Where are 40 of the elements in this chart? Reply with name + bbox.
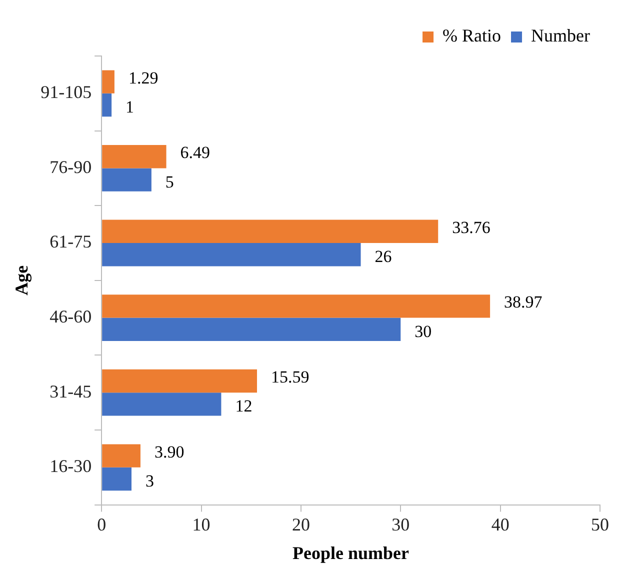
data-label: 15.59 — [270, 367, 310, 386]
y-tick-label: 61-75 — [50, 232, 92, 252]
data-label: 6.49 — [180, 143, 210, 162]
x-tick-label: 20 — [292, 514, 310, 534]
data-label: 12 — [235, 396, 252, 416]
data-label: 38.97 — [504, 292, 543, 312]
bar — [102, 168, 152, 192]
x-tick-label: 50 — [591, 514, 609, 534]
y-tick-label: 46-60 — [50, 306, 92, 327]
y-tick-label: 16-30 — [50, 456, 92, 476]
bar — [102, 294, 490, 318]
data-label: 30 — [414, 322, 432, 341]
data-label: 33.76 — [452, 218, 490, 237]
bar — [102, 70, 114, 94]
y-tick-label: 76-90 — [50, 156, 92, 177]
bar — [102, 145, 166, 168]
legend-label: Number — [531, 26, 590, 46]
bar — [102, 318, 401, 341]
data-label: 3 — [146, 471, 154, 490]
x-tick-label: 10 — [192, 514, 210, 534]
y-tick-label: 31-45 — [50, 381, 92, 402]
x-tick-label: 40 — [491, 514, 510, 534]
bar — [102, 467, 132, 491]
bar — [102, 243, 361, 266]
data-label: 5 — [165, 172, 174, 192]
bar — [102, 444, 140, 468]
legend-label: % Ratio — [442, 26, 502, 46]
data-label: 1 — [126, 97, 134, 116]
x-tick-label: 0 — [97, 514, 106, 534]
bar — [102, 93, 112, 117]
data-label: 26 — [374, 247, 392, 266]
data-label: 3.90 — [154, 442, 184, 462]
x-axis-title: People number — [292, 542, 410, 563]
bar — [102, 392, 222, 416]
bar — [102, 220, 438, 243]
bar — [102, 369, 257, 393]
data-label: 1.29 — [128, 68, 158, 88]
y-tick-label: 91-105 — [40, 82, 92, 102]
x-tick-label: 30 — [392, 514, 410, 534]
y-axis-title: Age — [11, 265, 32, 296]
